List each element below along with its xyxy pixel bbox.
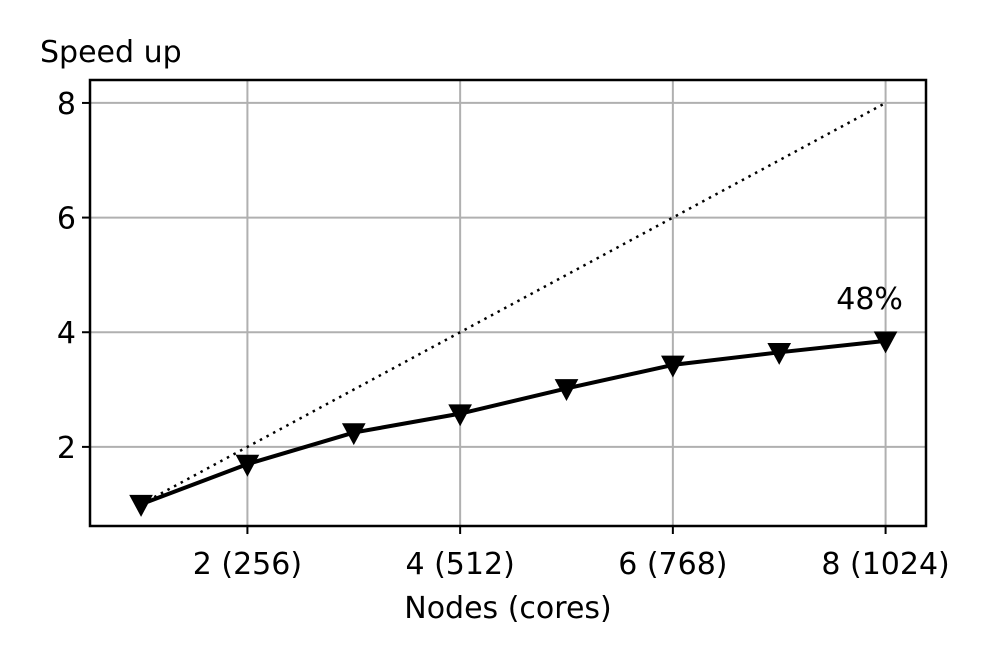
measured-speedup-line [140,338,886,507]
y-tick-label: 6 [57,202,76,237]
data-point-marker [448,404,472,427]
data-point-marker [554,379,579,402]
data-point-marker [873,331,898,354]
tick-labels: 2 (256) 4 (512) 6 (768) 8 (1024) 2 4 6 8 [57,87,950,582]
axis-ticks [82,101,887,534]
x-tick-label: 6 (768) [618,547,727,582]
x-axis-label: Nodes (cores) [404,591,611,626]
y-axis-label: Speed up [40,35,182,70]
data-point-marker [767,343,792,365]
data-point-marker [341,423,366,446]
ideal-speedup-series [140,101,887,506]
x-tick-label: 4 (512) [405,547,514,582]
y-tick-label: 4 [57,316,76,351]
ideal-speedup-line [140,101,887,506]
y-tick-label: 2 [57,431,76,466]
data-point-marker [661,355,685,378]
grid [90,80,926,526]
x-tick-label: 2 (256) [193,547,302,582]
y-tick-label: 8 [57,87,76,122]
measured-speedup-series [129,331,898,517]
data-point-marker [235,454,260,477]
data-point-marker [129,494,153,517]
efficiency-annotation: 48% [836,282,903,317]
plot-frame [88,78,928,528]
x-tick-label: 8 (1024) [821,547,949,582]
